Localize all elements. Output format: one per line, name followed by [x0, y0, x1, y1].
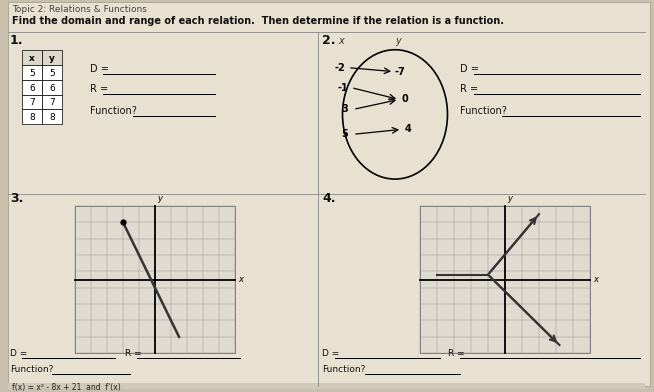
Text: 5: 5 [49, 69, 55, 78]
Text: -2: -2 [335, 63, 345, 73]
Text: Topic 2: Relations & Functions: Topic 2: Relations & Functions [12, 5, 147, 14]
Text: 6: 6 [49, 83, 55, 93]
Text: 8: 8 [49, 113, 55, 122]
Text: -7: -7 [394, 67, 405, 76]
Text: 1.: 1. [10, 34, 24, 47]
Text: D =: D = [322, 349, 339, 358]
Text: y: y [507, 194, 512, 203]
Polygon shape [8, 2, 650, 386]
Text: Function?: Function? [10, 365, 54, 374]
Text: R =: R = [460, 83, 478, 94]
Bar [22, 50, 42, 65]
Text: f(x) = x² - 8x + 21  and  f'(x): f(x) = x² - 8x + 21 and f'(x) [12, 383, 121, 392]
Text: 8: 8 [29, 113, 35, 122]
Text: x: x [29, 54, 35, 63]
Text: 2.: 2. [322, 34, 336, 47]
Bar [22, 65, 42, 80]
Text: 7: 7 [49, 98, 55, 107]
Text: x: x [238, 274, 243, 283]
Text: -1: -1 [337, 83, 349, 93]
Text: x: x [338, 36, 344, 46]
Text: 7: 7 [29, 98, 35, 107]
Text: 3.: 3. [10, 192, 24, 205]
Text: 5: 5 [29, 69, 35, 78]
Bar [42, 50, 62, 65]
Text: y: y [157, 194, 162, 203]
Text: 3: 3 [341, 104, 349, 114]
Text: Function?: Function? [90, 106, 137, 116]
Bar [75, 206, 235, 353]
Text: R =: R = [448, 349, 464, 358]
Bar [22, 94, 42, 109]
Bar [420, 206, 590, 353]
Bar [42, 65, 62, 80]
Text: R =: R = [125, 349, 142, 358]
Text: 4.: 4. [322, 192, 336, 205]
Bar [42, 109, 62, 124]
Bar [42, 94, 62, 109]
Text: y: y [49, 54, 55, 63]
Bar [22, 80, 42, 94]
Text: 6: 6 [29, 83, 35, 93]
Text: D =: D = [10, 349, 27, 358]
Text: 0: 0 [402, 94, 408, 105]
Text: Function?: Function? [322, 365, 366, 374]
Text: 5: 5 [341, 129, 349, 139]
Bar [22, 109, 42, 124]
Text: R =: R = [90, 83, 108, 94]
Text: 4: 4 [405, 124, 411, 134]
Text: Find the domain and range of each relation.  Then determine if the relation is a: Find the domain and range of each relati… [12, 16, 504, 26]
Text: y: y [395, 36, 401, 46]
Text: x: x [593, 274, 598, 283]
Text: D =: D = [90, 64, 109, 74]
Bar [42, 80, 62, 94]
Text: Function?: Function? [460, 106, 507, 116]
Bar [8, 383, 645, 389]
Text: D =: D = [460, 64, 479, 74]
